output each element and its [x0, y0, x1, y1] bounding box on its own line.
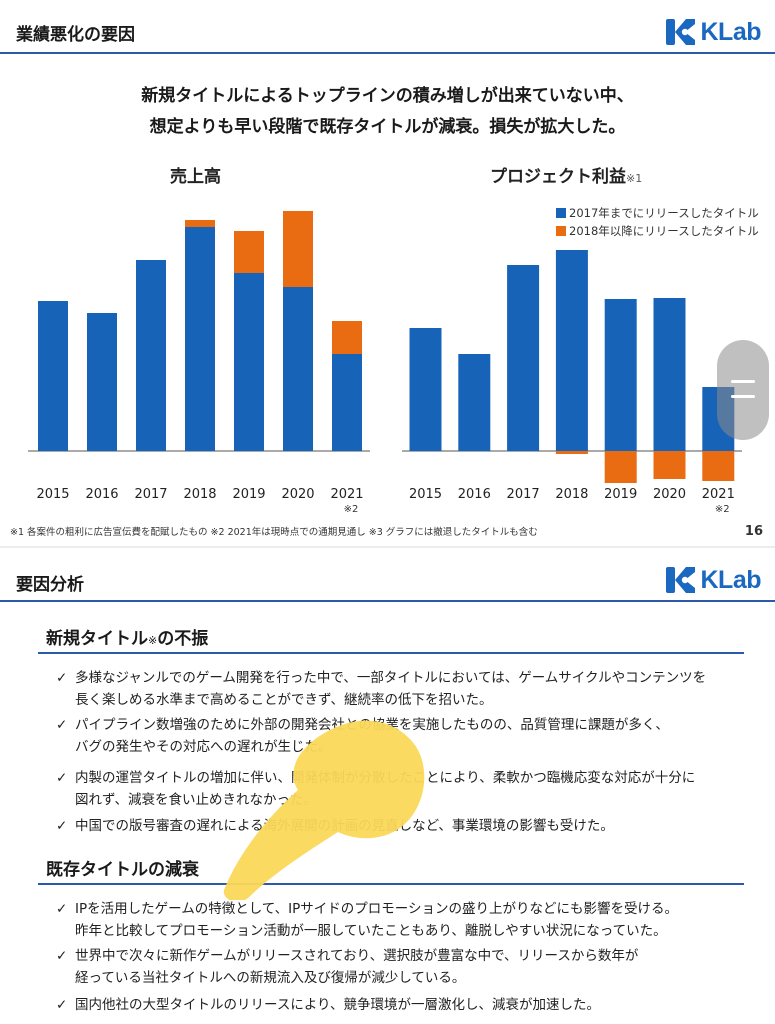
bar-2017-series-1	[507, 265, 540, 451]
check-icon: ✓	[56, 818, 68, 834]
x-tick-note: ※2	[344, 504, 359, 515]
list-item: ✓ IPを活用したゲームの特徴として、IPサイドのプロモーションの盛り上がりなど…	[56, 898, 746, 942]
slide-header: 業績悪化の要因 KLab	[0, 0, 775, 54]
bar-2016-series-1	[458, 354, 491, 451]
legend-label-blue: 2017年までにリリースしたタイトル	[569, 206, 759, 220]
item-line-2: 経っている当社タイトルへの新規流入及び復帰が減少している。	[75, 970, 466, 986]
x-tick-label-2015: 2015	[409, 487, 442, 502]
x-tick-label-2021: 2021	[702, 487, 735, 502]
x-tick-label-2021: 2021	[330, 487, 363, 502]
chart-title-sales: 売上高	[170, 162, 221, 187]
item-line-1: IPを活用したゲームの特徴として、IPサイドのプロモーションの盛り上がりなどにも…	[75, 901, 678, 917]
list-item: ✓ 国内他社の大型タイトルのリリースにより、競争環境が一層激化し、減衰が加速した…	[56, 994, 746, 1016]
x-tick-label-2020: 2020	[281, 487, 314, 502]
x-tick-label-2016: 2016	[458, 487, 491, 502]
section-title-new-titles-note: ※	[148, 634, 158, 647]
x-tick-note: ※2	[715, 504, 730, 515]
chart-title-profit: プロジェクト利益※1	[490, 162, 642, 187]
chart-legend: 2017年までにリリースしたタイトル 2018年以降にリリースしたタイトル	[556, 204, 759, 240]
bar-2018-series-2	[185, 220, 215, 227]
slide-header-2: 要因分析 KLab	[0, 552, 775, 602]
headline-line-1: 新規タイトルによるトップラインの積み増しが出来ていない中、	[141, 86, 634, 106]
bar-2018-series-1	[185, 227, 215, 451]
bar-2021-series-2	[702, 451, 735, 481]
bar-2015-series-1	[409, 328, 442, 451]
section-title-new-titles-suffix: の不振	[157, 629, 209, 649]
x-tick-label-2019: 2019	[604, 487, 637, 502]
item-line-1: 国内他社の大型タイトルのリリースにより、競争環境が一層激化し、減衰が加速した。	[75, 997, 601, 1013]
legend-item-blue: 2017年までにリリースしたタイトル	[556, 204, 759, 222]
page-number: 16	[744, 524, 763, 539]
item-line-2: 長く楽しめる水準まで高めることができず、継続率の低下を招いた。	[75, 692, 493, 708]
item-line-2: バグの発生やその対応への遅れが生じた。	[75, 739, 332, 755]
bar-2019-series-1	[604, 299, 637, 451]
footnote: ※1 各案件の粗利に広告宣伝費を配賦したもの ※2 2021年は現時点での通期見…	[10, 527, 538, 538]
klab-logo-mark-icon	[665, 19, 695, 45]
list-item: ✓ 世界中で次々に新作ゲームがリリースされており、選択肢が豊富な中で、リリースか…	[56, 945, 746, 989]
item-line-2: 昨年と比較してプロモーション活動が一服していたこともあり、離脱しやすい状況になっ…	[75, 923, 667, 939]
section-title-existing-titles: 既存タイトルの減衰	[46, 860, 199, 880]
chart-title-profit-note: ※1	[626, 172, 643, 185]
drag-handle-icon[interactable]	[717, 340, 769, 440]
handle-line	[731, 380, 755, 383]
bar-2021-series-1	[332, 354, 362, 451]
x-tick-label-2015: 2015	[36, 487, 69, 502]
item-line-1: 世界中で次々に新作ゲームがリリースされており、選択肢が豊富な中で、リリースから数…	[75, 948, 639, 964]
x-tick-label-2018: 2018	[555, 487, 588, 502]
klab-logo: KLab	[665, 16, 762, 48]
bar-2020-series-2	[653, 451, 686, 479]
x-tick-label-2020: 2020	[653, 487, 686, 502]
chart-title-profit-text: プロジェクト利益	[490, 167, 626, 187]
check-icon: ✓	[56, 901, 68, 917]
bar-2015-series-1	[38, 301, 68, 451]
chart-title-sales-text: 売上高	[170, 167, 221, 187]
check-icon: ✓	[56, 948, 68, 964]
slide-title: 業績悪化の要因	[16, 25, 135, 45]
check-icon: ✓	[56, 670, 68, 686]
x-tick-label-2016: 2016	[85, 487, 118, 502]
slide-performance-decline: 業績悪化の要因 KLab 新規タイトルによるトップラインの積み増しが出来ていない…	[0, 0, 775, 539]
check-icon: ✓	[56, 770, 68, 786]
check-icon: ✓	[56, 997, 68, 1013]
bar-2021-series-2	[332, 321, 362, 354]
sales-bar-chart: 2015 2016 2017 2018 2019 2020 2021 ※2	[28, 211, 370, 515]
x-tick-label-2019: 2019	[232, 487, 265, 502]
check-icon: ✓	[56, 717, 68, 733]
section-divider-2	[38, 883, 744, 885]
legend-swatch-orange	[556, 226, 566, 236]
legend-item-orange: 2018年以降にリリースしたタイトル	[556, 222, 759, 240]
slide-factor-analysis: 要因分析 KLab 新規タイトル※の不振 ✓ 多様なジャンルでのゲーム開発を行っ…	[0, 548, 775, 1024]
bar-2020-series-1	[283, 287, 313, 451]
slide-title-2: 要因分析	[16, 575, 84, 595]
handle-line	[731, 395, 755, 398]
legend-label-orange: 2018年以降にリリースしたタイトル	[569, 224, 759, 238]
bar-2017-series-1	[136, 260, 166, 451]
bar-2019-series-2	[604, 451, 637, 483]
profit-bar-chart: 2015 2016 2017 2018 2019 2020 2021 ※2	[402, 250, 742, 515]
bar-2020-series-1	[653, 298, 686, 451]
bar-2020-series-2	[283, 211, 313, 287]
legend-swatch-blue	[556, 208, 566, 218]
x-tick-label-2017: 2017	[134, 487, 167, 502]
logo-text: KLab	[700, 17, 762, 46]
section-title-new-titles: 新規タイトル※の不振	[46, 624, 208, 649]
bar-2016-series-1	[87, 313, 117, 451]
bar-2019-series-2	[234, 231, 264, 273]
logo-text-2: KLab	[700, 565, 762, 594]
item-line-2: 図れず、減衰を食い止めきれなかった。	[75, 792, 318, 808]
bar-2018-series-2	[555, 451, 588, 454]
list-item: ✓ 多様なジャンルでのゲーム開発を行った中で、一部タイトルにおいては、ゲームサイ…	[56, 667, 746, 711]
pointing-finger-icon	[223, 720, 425, 900]
klab-logo-mark-icon	[665, 567, 695, 593]
section-title-new-titles-text: 新規タイトル	[46, 629, 148, 649]
headline-line-2: 想定よりも早い段階で既存タイトルが減衰。損失が拡大した。	[149, 117, 626, 137]
x-tick-label-2017: 2017	[507, 487, 540, 502]
klab-logo-2: KLab	[665, 564, 762, 596]
x-tick-label-2018: 2018	[183, 487, 216, 502]
bar-2019-series-1	[234, 273, 264, 451]
section-divider-1	[38, 652, 744, 654]
item-line-1: 多様なジャンルでのゲーム開発を行った中で、一部タイトルにおいては、ゲームサイクル…	[75, 670, 707, 686]
bar-2018-series-1	[555, 250, 588, 451]
